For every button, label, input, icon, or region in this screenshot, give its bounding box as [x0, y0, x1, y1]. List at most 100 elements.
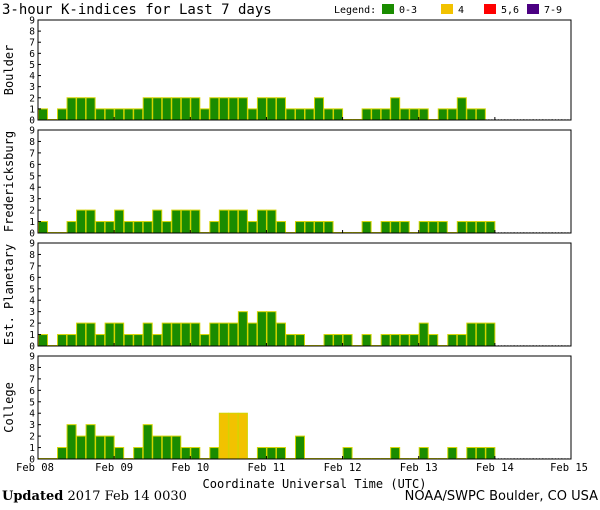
xtick-label-6: Feb 14: [476, 462, 514, 474]
bar-2-27: [294, 334, 306, 347]
ytick-label-0-4: 4: [29, 71, 35, 82]
bar-1-37: [390, 221, 401, 234]
bar-1-36: [380, 221, 391, 234]
bar-3-46: [475, 447, 486, 460]
panel-frame-2: [37, 242, 572, 347]
ytick-label-0-3: 3: [29, 82, 35, 93]
bar-0-46: [475, 108, 486, 121]
bar-0-26: [285, 108, 296, 121]
ytick-label-2-9: 9: [29, 239, 35, 250]
bar-0-43: [447, 108, 458, 121]
bar-1-29: [314, 221, 325, 234]
bar-2-6: [95, 334, 106, 347]
legend-swatch-1: [441, 4, 453, 14]
bar-0-20: [228, 97, 239, 121]
series-name-3: College: [2, 382, 16, 433]
bar-0-5: [85, 97, 96, 121]
bar-1-22: [247, 221, 258, 234]
bar-1-30: [323, 221, 334, 234]
legend-swatch-2: [484, 4, 496, 14]
bar-3-11: [142, 424, 153, 460]
bar-2-45: [466, 322, 477, 347]
bar-1-28: [304, 221, 315, 234]
bar-0-29: [314, 97, 325, 121]
bar-0-22: [247, 108, 258, 121]
ytick-label-3-1: 1: [29, 443, 35, 454]
xtick-label-0: Feb 08: [16, 462, 54, 474]
ytick-label-2-5: 5: [29, 284, 35, 295]
bar-0-40: [418, 108, 429, 121]
bar-0-4: [76, 97, 87, 121]
bar-1-20: [228, 209, 239, 234]
bar-1-7: [104, 221, 115, 234]
bar-0-30: [323, 108, 334, 121]
bar-2-47: [485, 322, 496, 347]
bar-3-27: [294, 435, 306, 460]
xtick-label-5: Feb 13: [400, 462, 438, 474]
updated-label: Updated: [2, 489, 64, 504]
ytick-label-3-6: 6: [29, 386, 35, 397]
bar-2-17: [199, 334, 210, 347]
bar-2-11: [142, 322, 153, 347]
bar-0-21: [237, 97, 248, 121]
bar-3-7: [104, 435, 115, 460]
bar-3-6: [95, 435, 106, 460]
bar-0-13: [161, 97, 172, 121]
bar-2-0: [38, 334, 49, 347]
bar-2-36: [380, 334, 391, 347]
ytick-label-3-8: 8: [29, 363, 35, 374]
bar-0-28: [304, 108, 315, 121]
bar-0-3: [66, 97, 77, 121]
bar-1-5: [85, 209, 96, 234]
bar-0-42: [437, 108, 448, 121]
bar-0-11: [142, 97, 153, 121]
bar-2-12: [152, 334, 163, 347]
bar-1-24: [266, 209, 277, 234]
legend-entry-0: 0-3: [399, 5, 417, 16]
ytick-label-2-0: 0: [29, 342, 35, 353]
bar-1-40: [418, 221, 429, 234]
xtick-label-7: Feb 15: [550, 462, 588, 474]
series-name-1: Fredericksburg: [2, 131, 16, 232]
bar-2-7: [104, 322, 115, 347]
bar-1-9: [123, 221, 134, 234]
bar-1-4: [76, 209, 87, 234]
bar-2-38: [399, 334, 410, 347]
bar-2-40: [418, 322, 429, 347]
bar-0-10: [133, 108, 144, 121]
ytick-label-0-0: 0: [29, 116, 35, 127]
bar-1-47: [485, 221, 496, 234]
bar-3-4: [76, 435, 87, 460]
xtick-label-4: Feb 12: [324, 462, 362, 474]
bar-0-25: [275, 97, 286, 121]
bar-2-46: [475, 322, 486, 347]
ytick-label-0-1: 1: [29, 104, 35, 115]
bar-0-12: [152, 97, 163, 121]
bar-2-44: [456, 334, 467, 347]
bar-2-30: [323, 334, 334, 347]
credit-text: NOAA/SWPC Boulder, CO USA: [404, 489, 598, 504]
bar-3-2: [57, 447, 68, 460]
bar-1-11: [142, 221, 153, 234]
bar-1-21: [237, 209, 248, 234]
bar-2-5: [85, 322, 96, 347]
bar-0-45: [466, 108, 477, 121]
bar-3-21: [237, 412, 248, 460]
bar-2-32: [342, 334, 353, 347]
bar-1-0: [38, 221, 49, 234]
ytick-label-1-2: 2: [29, 206, 35, 217]
ytick-label-0-7: 7: [29, 38, 35, 49]
bar-3-13: [161, 435, 172, 460]
bar-1-41: [428, 221, 439, 234]
bar-2-14: [171, 322, 182, 347]
bar-0-24: [266, 97, 277, 121]
bar-2-10: [133, 334, 144, 347]
bar-0-17: [199, 108, 210, 121]
bar-3-14: [171, 435, 182, 460]
ytick-label-1-4: 4: [29, 183, 35, 194]
bar-3-37: [390, 447, 401, 460]
bar-1-14: [171, 209, 182, 234]
xtick-label-3: Feb 11: [247, 462, 285, 474]
ytick-label-2-7: 7: [29, 261, 35, 272]
